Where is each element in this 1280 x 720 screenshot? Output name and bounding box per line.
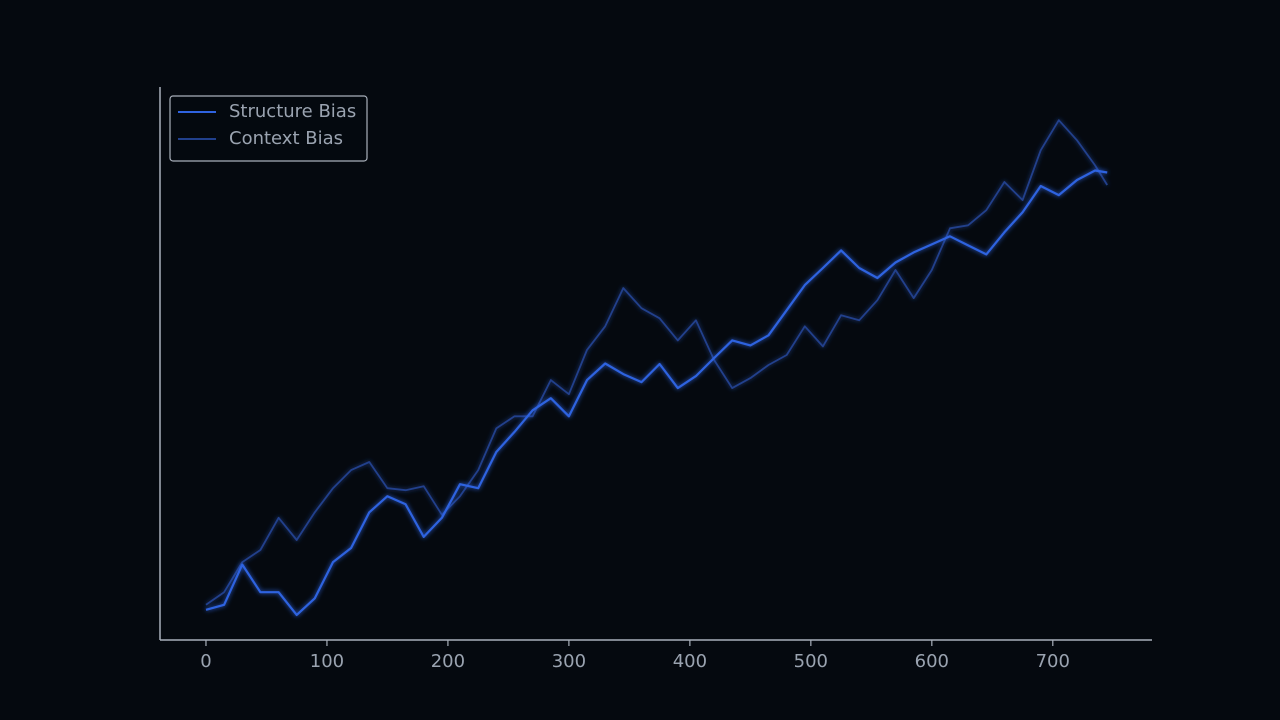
x-tick-label: 600 [915,651,949,672]
legend-label: Context Bias [229,128,343,149]
legend-box [169,95,368,162]
line-series [205,169,1108,616]
x-tick-label: 400 [673,651,707,672]
x-tick-label: 100 [310,651,344,672]
x-tick-label: 300 [552,651,586,672]
legend-label: Structure Bias [229,101,356,122]
x-tick-label: 200 [431,651,465,672]
x-tick-label: 700 [1036,651,1070,672]
x-tick-label: 0 [200,651,211,672]
x-tick-label: 500 [794,651,828,672]
line-series [205,119,1108,606]
